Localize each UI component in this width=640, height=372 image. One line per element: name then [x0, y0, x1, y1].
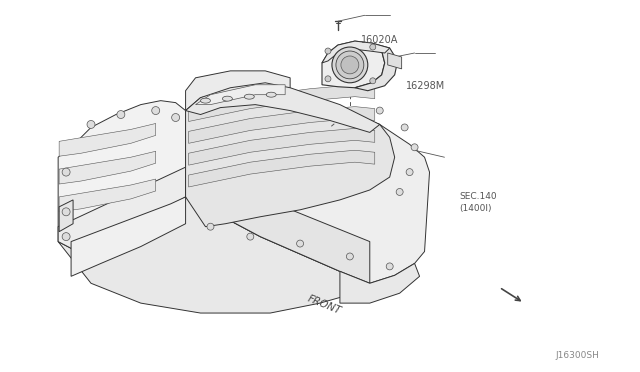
Ellipse shape	[152, 107, 160, 115]
Ellipse shape	[411, 144, 418, 151]
Polygon shape	[189, 128, 375, 165]
Ellipse shape	[376, 107, 383, 114]
Polygon shape	[58, 197, 370, 313]
Polygon shape	[322, 41, 385, 88]
Ellipse shape	[266, 92, 276, 97]
Polygon shape	[322, 41, 390, 63]
Polygon shape	[59, 179, 156, 212]
Ellipse shape	[200, 98, 211, 103]
Ellipse shape	[247, 233, 254, 240]
Ellipse shape	[62, 168, 70, 176]
Text: SEC.140
(1400I): SEC.140 (1400I)	[459, 192, 497, 213]
Ellipse shape	[244, 94, 254, 99]
Polygon shape	[186, 95, 395, 227]
Polygon shape	[186, 71, 290, 110]
Text: J16300SH: J16300SH	[556, 350, 600, 360]
Ellipse shape	[341, 56, 359, 74]
Ellipse shape	[406, 169, 413, 176]
Ellipse shape	[207, 223, 214, 230]
Ellipse shape	[325, 76, 331, 82]
Text: FRONT: FRONT	[306, 294, 342, 316]
Polygon shape	[388, 53, 402, 69]
Text: 16298M: 16298M	[406, 81, 445, 90]
Polygon shape	[186, 167, 370, 283]
Polygon shape	[58, 101, 186, 253]
Ellipse shape	[401, 124, 408, 131]
Ellipse shape	[172, 113, 180, 122]
Ellipse shape	[370, 44, 376, 50]
Polygon shape	[189, 85, 375, 122]
Polygon shape	[196, 85, 285, 105]
Polygon shape	[59, 151, 156, 184]
Polygon shape	[186, 83, 380, 132]
Polygon shape	[189, 150, 375, 187]
Polygon shape	[58, 167, 186, 253]
Polygon shape	[186, 95, 429, 283]
Ellipse shape	[346, 253, 353, 260]
Polygon shape	[189, 107, 375, 143]
Ellipse shape	[117, 110, 125, 119]
Ellipse shape	[332, 47, 368, 83]
Polygon shape	[340, 263, 420, 303]
Ellipse shape	[87, 121, 95, 128]
Ellipse shape	[296, 240, 303, 247]
Ellipse shape	[325, 48, 331, 54]
Ellipse shape	[62, 208, 70, 216]
Ellipse shape	[62, 232, 70, 241]
Polygon shape	[59, 200, 73, 232]
Ellipse shape	[223, 96, 232, 101]
Ellipse shape	[370, 78, 376, 84]
Polygon shape	[355, 43, 397, 91]
Polygon shape	[71, 197, 186, 276]
Ellipse shape	[386, 263, 393, 270]
Ellipse shape	[396, 189, 403, 195]
Polygon shape	[59, 124, 156, 156]
Text: 16020A: 16020A	[362, 35, 399, 45]
Ellipse shape	[336, 51, 364, 79]
